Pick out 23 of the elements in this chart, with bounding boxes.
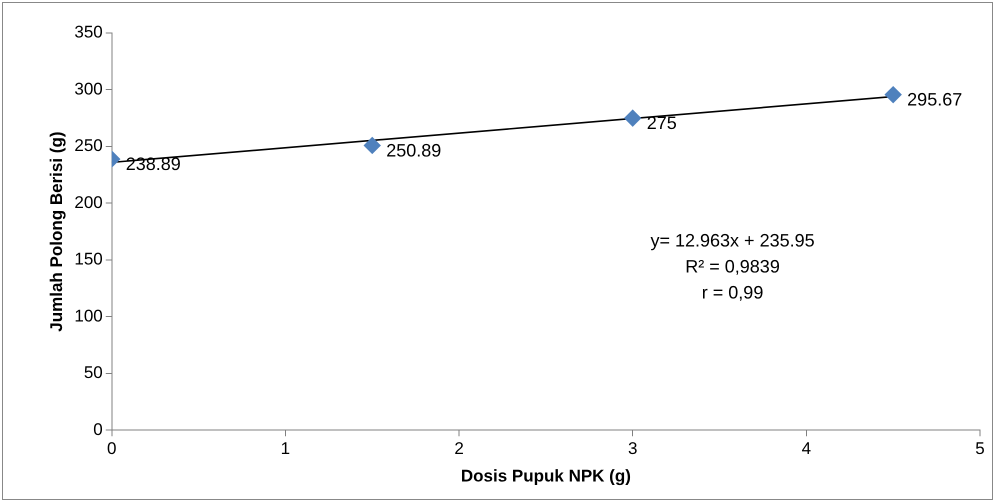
x-tick-label: 3 xyxy=(628,439,638,458)
y-tick-label: 100 xyxy=(74,306,103,326)
annotation: r = 0,99 xyxy=(702,282,764,302)
data-label: 295.67 xyxy=(907,90,962,110)
x-tick-label: 4 xyxy=(802,439,812,458)
y-tick-label: 200 xyxy=(74,192,103,212)
y-axis-title: Jumlah Polong Berisi (g) xyxy=(46,131,66,332)
y-tick-label: 0 xyxy=(93,420,103,439)
x-tick-label: 2 xyxy=(454,439,464,458)
annotation: R² = 0,9839 xyxy=(685,256,780,276)
y-tick-label: 150 xyxy=(74,250,103,269)
x-tick-label: 1 xyxy=(280,439,290,458)
y-tick-label: 50 xyxy=(84,363,103,382)
point xyxy=(624,110,642,127)
y-tick-label: 300 xyxy=(74,79,103,98)
y-tick-label: 250 xyxy=(74,136,103,156)
annotation: y= 12.963x + 235.95 xyxy=(650,230,815,250)
x-tick-label: 5 xyxy=(975,439,985,458)
data-label: 250.89 xyxy=(386,140,442,160)
y-tick-label: 350 xyxy=(74,22,103,42)
point xyxy=(884,86,902,104)
x-tick-label: 0 xyxy=(107,439,116,458)
x-axis-title: Dosis Pupuk NPK (g) xyxy=(460,466,631,486)
